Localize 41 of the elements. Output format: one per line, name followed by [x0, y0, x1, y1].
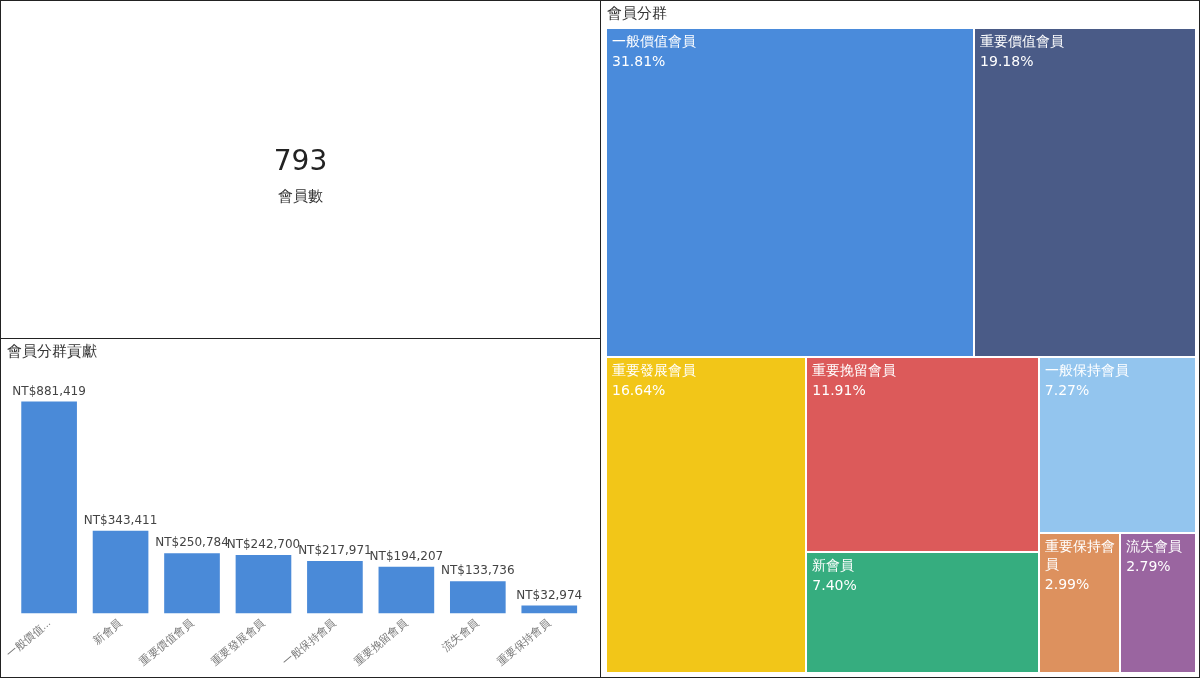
- category-label: 流失會員: [1126, 538, 1183, 554]
- bar: [92, 530, 149, 614]
- text: 793: [272, 144, 329, 177]
- x-tick-label: 流失會員: [439, 616, 482, 654]
- data-label: NT$343,411: [83, 512, 158, 527]
- data-label: 2.79%: [1126, 558, 1172, 574]
- category-label: 重要價值會員: [980, 33, 1065, 49]
- text: 會員分群: [607, 4, 667, 23]
- category-label: 一般價值會員: [612, 33, 696, 49]
- x-tick-label: 重要挽留會員: [351, 616, 410, 668]
- chart-title: 會員分群貢獻: [7, 342, 97, 361]
- x-tick-label: 一般價值...: [3, 616, 53, 660]
- data-label: 2.99%: [1044, 576, 1091, 592]
- bar: [449, 581, 506, 614]
- bar: [164, 553, 220, 614]
- data-label: 16.64%: [612, 381, 667, 398]
- data-label: 7.40%: [812, 576, 858, 593]
- data-label: 11.91%: [812, 381, 867, 398]
- bar: [235, 555, 292, 614]
- bar: [307, 561, 363, 614]
- data-label: NT$881,419: [12, 383, 86, 398]
- x-tick-label: 重要保持會員: [494, 616, 553, 668]
- category-label: 重要保持會員: [1044, 538, 1115, 572]
- data-label: 31.81%: [612, 53, 667, 69]
- category-label: 重要發展會員: [612, 361, 696, 378]
- bar: [21, 401, 77, 614]
- data-label: 19.18%: [980, 53, 1035, 69]
- x-tick-label: 重要發展會員: [208, 616, 267, 668]
- data-label: NT$250,784: [155, 535, 229, 550]
- x-tick-label: 新會員: [90, 616, 124, 647]
- data-label: NT$133,736: [441, 563, 515, 578]
- category-label: 一般保持會員: [1044, 361, 1129, 378]
- data-label: 7.27%: [1044, 381, 1091, 398]
- data-label: NT$32,974: [516, 587, 583, 602]
- x-tick-label: 一般保持會員: [279, 616, 339, 668]
- category-label: 新會員: [812, 556, 855, 573]
- x-tick-label: 重要價值會員: [136, 616, 196, 668]
- data-label: NT$194,207: [369, 548, 444, 563]
- bar: [378, 566, 435, 614]
- category-label: 重要挽留會員: [812, 361, 897, 378]
- text: 會員數: [277, 187, 324, 206]
